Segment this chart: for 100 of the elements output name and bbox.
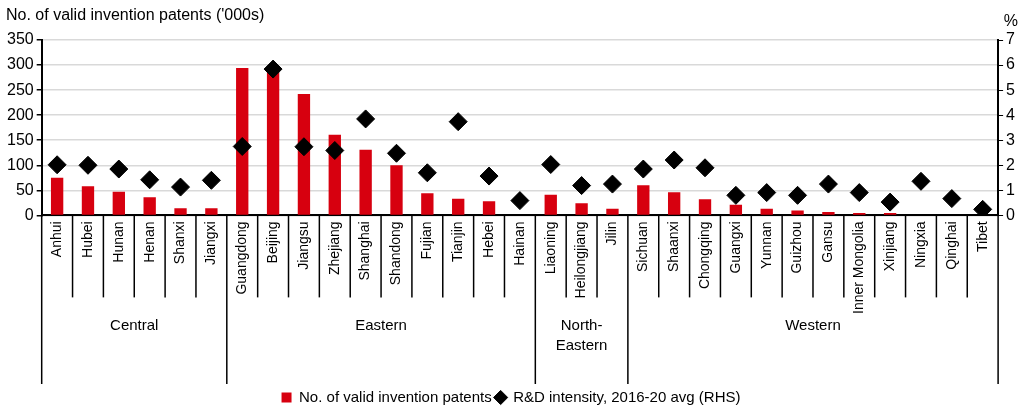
x-tick-label: Jilin: [603, 221, 620, 246]
y2-tick-label: 1: [1006, 180, 1016, 198]
x-tick-label: Tibet: [973, 221, 990, 252]
point: [757, 183, 777, 203]
point: [572, 176, 592, 196]
bar: [760, 208, 773, 215]
x-tick-label: Yunnan: [757, 221, 774, 269]
point: [386, 143, 406, 163]
bar: [112, 191, 125, 215]
point: [849, 183, 869, 203]
x-tick-label: Sichuan: [634, 221, 651, 272]
bar: [606, 208, 619, 215]
y2-tick-label: 0: [1006, 205, 1016, 223]
x-tick-label: Chongqing: [695, 221, 712, 290]
y-tick-label: 150: [6, 130, 34, 148]
bar: [544, 194, 557, 215]
y-tick-label: 200: [6, 105, 34, 123]
y2-tick-label: 4: [1006, 105, 1016, 123]
bar: [575, 203, 588, 215]
bar: [390, 165, 403, 215]
point: [942, 189, 962, 209]
bar: [421, 193, 434, 215]
y2-tick-label: 7: [1006, 30, 1016, 48]
x-tick-label: Heilongjiang: [572, 221, 589, 299]
x-tick-label: Beijing: [263, 221, 280, 264]
point: [479, 166, 499, 186]
x-tick-label: Tianjin: [449, 221, 466, 263]
bar: [266, 71, 280, 215]
x-tick-label: Shaanxi: [665, 221, 682, 272]
x-tick-label: Guangdong: [233, 221, 250, 295]
bar: [81, 186, 95, 215]
x-tick-label: Jiangxi: [202, 221, 219, 265]
x-tick-label: Qinghai: [942, 221, 959, 270]
point: [510, 191, 530, 211]
x-tick-label: Liaoning: [541, 221, 558, 275]
legend-label: R&D intensity, 2016-20 avg (RHS): [513, 387, 741, 405]
bar: [637, 185, 650, 215]
y-tick-label: 350: [6, 30, 34, 48]
point: [356, 109, 376, 129]
x-tick-label: Hunan: [109, 221, 126, 263]
x-tick-label: Shanghai: [356, 221, 373, 281]
y-tick-label: 0: [24, 205, 34, 223]
point: [140, 170, 160, 190]
point: [726, 185, 746, 205]
bar: [143, 197, 156, 215]
x-tick-label: Inner Mongolia: [850, 221, 867, 315]
bar: [791, 210, 804, 215]
x-tick-label: Hebei: [479, 221, 496, 258]
text: North-Eastern: [555, 315, 608, 353]
x-tick-label: Guizhou: [788, 221, 805, 274]
text: Eastern: [355, 315, 407, 333]
y2-tick-label: 5: [1006, 80, 1016, 98]
point: [201, 170, 221, 190]
x-tick-label: Shanxi: [171, 221, 188, 265]
point: [171, 177, 191, 197]
point: [788, 185, 808, 205]
point: [294, 137, 314, 157]
point: [880, 192, 900, 212]
bar: [359, 149, 372, 215]
y-axis-title: No. of valid invention patents ('000s): [6, 6, 265, 23]
bar: [822, 211, 835, 215]
point: [602, 174, 622, 194]
y-tick-label: 50: [15, 180, 34, 198]
x-tick-label: Hainan: [510, 221, 527, 266]
x-tick-label: Hubei: [78, 221, 95, 258]
bar: [698, 199, 712, 215]
x-tick-label: Shandong: [387, 221, 404, 286]
legend-label: No. of valid invention patents: [299, 387, 492, 405]
point: [973, 199, 993, 216]
x-tick-label: Fujian: [418, 221, 435, 260]
bar: [50, 177, 64, 215]
x-tick-label: Gansu: [819, 221, 836, 263]
text: Central: [110, 315, 159, 333]
y-tick-label: 250: [6, 80, 34, 98]
point: [47, 155, 67, 175]
y-tick-label: 300: [6, 55, 34, 73]
bar: [667, 192, 681, 215]
point: [325, 140, 345, 160]
x-tick-label: Ningxia: [911, 221, 928, 269]
y-tick-label: 100: [6, 155, 34, 173]
bar: [174, 208, 187, 215]
bar: [729, 204, 743, 215]
y2-tick-label: 3: [1006, 130, 1016, 148]
x-tick-label: Xinjiang: [880, 221, 897, 272]
text: Western: [785, 315, 841, 333]
point: [448, 112, 468, 132]
point: [232, 136, 252, 156]
point: [695, 158, 715, 178]
bar: [452, 198, 465, 215]
point: [78, 155, 98, 175]
y2-tick-label: 6: [1006, 55, 1016, 73]
bar: [205, 208, 218, 215]
x-tick-label: Zhejiang: [325, 221, 342, 276]
point: [263, 59, 283, 79]
point: [818, 174, 838, 194]
x-tick-label: Jiangsu: [294, 221, 311, 270]
y2-tick-label: 2: [1006, 155, 1016, 173]
point: [664, 150, 684, 170]
point: [417, 163, 437, 183]
y2-axis-title: %: [1003, 12, 1018, 29]
